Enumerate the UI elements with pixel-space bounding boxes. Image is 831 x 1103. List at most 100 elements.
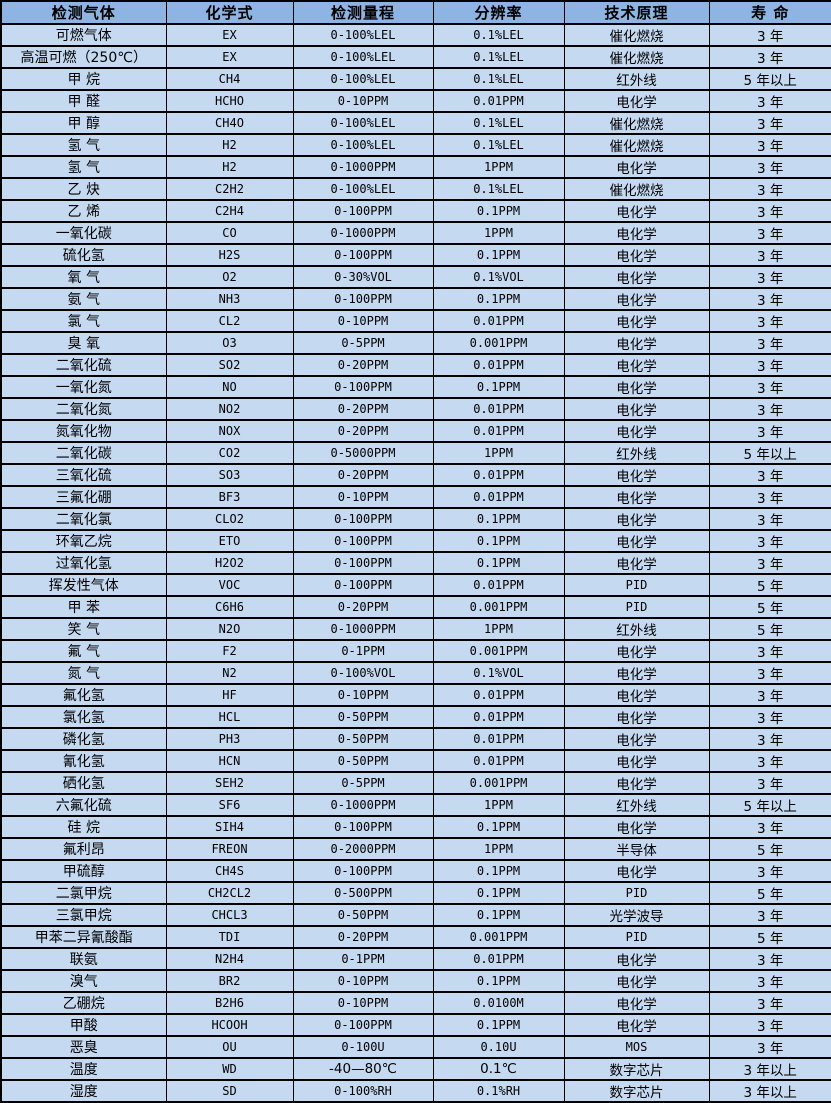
lifespan-cell: 3 年 bbox=[708, 221, 831, 245]
technology-cell: 电化学 bbox=[563, 309, 710, 333]
technology-cell: 电化学 bbox=[563, 89, 710, 113]
lifespan-cell: 5 年 bbox=[708, 837, 831, 861]
chemical-formula-cell: WD bbox=[165, 1057, 294, 1081]
resolution-cell: 0.1PPM bbox=[432, 551, 565, 575]
resolution-cell: 0.1PPM bbox=[432, 903, 565, 927]
lifespan-cell: 3 年 bbox=[708, 903, 831, 927]
detection-range-cell: 0-10PPM bbox=[292, 683, 434, 707]
lifespan-cell: 3 年 bbox=[708, 683, 831, 707]
resolution-cell: 0.1%LEL bbox=[432, 133, 565, 157]
technology-cell: PID bbox=[563, 881, 710, 905]
technology-cell: PID bbox=[563, 595, 710, 619]
lifespan-cell: 5 年以上 bbox=[708, 793, 831, 817]
table-row: 甲 醇 CH4O 0-100%LEL 0.1%LEL 催化燃烧 3 年 bbox=[0, 111, 831, 135]
detection-range-cell: 0-10PPM bbox=[292, 309, 434, 333]
detection-range-cell: 0-100PPM bbox=[292, 243, 434, 267]
gas-name-cell: 二氧化碳 bbox=[0, 441, 167, 465]
detection-range-cell: 0-100PPM bbox=[292, 507, 434, 531]
detection-range-cell: -40—80℃ bbox=[292, 1057, 434, 1081]
gas-name-cell: 甲酸 bbox=[0, 1013, 167, 1037]
gas-name-cell: 氰化氢 bbox=[0, 749, 167, 773]
chemical-formula-cell: SD bbox=[165, 1079, 294, 1103]
technology-cell: 电化学 bbox=[563, 199, 710, 223]
technology-cell: 电化学 bbox=[563, 639, 710, 663]
chemical-formula-cell: HCN bbox=[165, 749, 294, 773]
gas-name-cell: 甲硫醇 bbox=[0, 859, 167, 883]
gas-name-cell: 一氧化氮 bbox=[0, 375, 167, 399]
table-row: 二氧化氮 NO2 0-20PPM 0.01PPM 电化学 3 年 bbox=[0, 397, 831, 421]
column-header-formula: 化学式 bbox=[165, 0, 294, 25]
gas-name-cell: 三氧化硫 bbox=[0, 463, 167, 487]
gas-name-cell: 溴气 bbox=[0, 969, 167, 993]
resolution-cell: 0.0100M bbox=[432, 991, 565, 1015]
detection-range-cell: 0-100PPM bbox=[292, 199, 434, 223]
detection-range-cell: 0-20PPM bbox=[292, 419, 434, 443]
resolution-cell: 0.001PPM bbox=[432, 595, 565, 619]
technology-cell: 催化燃烧 bbox=[563, 111, 710, 135]
table-row: 甲硫醇 CH4S 0-100PPM 0.1PPM 电化学 3 年 bbox=[0, 859, 831, 883]
detection-range-cell: 0-50PPM bbox=[292, 749, 434, 773]
detection-range-cell: 0-1000PPM bbox=[292, 617, 434, 641]
chemical-formula-cell: HCL bbox=[165, 705, 294, 729]
resolution-cell: 0.01PPM bbox=[432, 419, 565, 443]
lifespan-cell: 3 年 bbox=[708, 133, 831, 157]
gas-name-cell: 硒化氢 bbox=[0, 771, 167, 795]
resolution-cell: 0.01PPM bbox=[432, 309, 565, 333]
lifespan-cell: 3 年 bbox=[708, 991, 831, 1015]
detection-range-cell: 0-10PPM bbox=[292, 485, 434, 509]
lifespan-cell: 3 年 bbox=[708, 243, 831, 267]
resolution-cell: 0.1PPM bbox=[432, 243, 565, 267]
lifespan-cell: 3 年 bbox=[708, 265, 831, 289]
technology-cell: 电化学 bbox=[563, 507, 710, 531]
chemical-formula-cell: O2 bbox=[165, 265, 294, 289]
detection-range-cell: 0-5000PPM bbox=[292, 441, 434, 465]
table-row: 氢 气 H2 0-100%LEL 0.1%LEL 催化燃烧 3 年 bbox=[0, 133, 831, 157]
chemical-formula-cell: HCOOH bbox=[165, 1013, 294, 1037]
resolution-cell: 0.1PPM bbox=[432, 815, 565, 839]
table-row: 恶臭 OU 0-100U 0.10U MOS 3 年 bbox=[0, 1035, 831, 1059]
detection-range-cell: 0-100PPM bbox=[292, 573, 434, 597]
table-row: 氟化氢 HF 0-10PPM 0.01PPM 电化学 3 年 bbox=[0, 683, 831, 707]
table-row: 三氟化硼 BF3 0-10PPM 0.01PPM 电化学 3 年 bbox=[0, 485, 831, 509]
resolution-cell: 0.1%LEL bbox=[432, 111, 565, 135]
table-row: 氟 气 F2 0-1PPM 0.001PPM 电化学 3 年 bbox=[0, 639, 831, 663]
detection-range-cell: 0-100PPM bbox=[292, 287, 434, 311]
resolution-cell: 0.1PPM bbox=[432, 287, 565, 311]
chemical-formula-cell: H2S bbox=[165, 243, 294, 267]
lifespan-cell: 3 年 bbox=[708, 419, 831, 443]
gas-name-cell: 可燃气体 bbox=[0, 23, 167, 47]
column-header-lifespan: 寿 命 bbox=[708, 0, 831, 25]
gas-name-cell: 乙 烯 bbox=[0, 199, 167, 223]
gas-name-cell: 二氧化氮 bbox=[0, 397, 167, 421]
resolution-cell: 0.01PPM bbox=[432, 397, 565, 421]
technology-cell: 电化学 bbox=[563, 1013, 710, 1037]
chemical-formula-cell: C2H4 bbox=[165, 199, 294, 223]
lifespan-cell: 3 年 bbox=[708, 727, 831, 751]
technology-cell: 红外线 bbox=[563, 793, 710, 817]
detection-range-cell: 0-20PPM bbox=[292, 925, 434, 949]
gas-name-cell: 甲 烷 bbox=[0, 67, 167, 91]
technology-cell: 电化学 bbox=[563, 661, 710, 685]
resolution-cell: 0.1%LEL bbox=[432, 67, 565, 91]
table-body: 可燃气体 EX 0-100%LEL 0.1%LEL 催化燃烧 3 年高温可燃（250℃） E… bbox=[0, 23, 831, 1103]
resolution-cell: 0.1%LEL bbox=[432, 177, 565, 201]
technology-cell: 电化学 bbox=[563, 397, 710, 421]
detection-range-cell: 0-100PPM bbox=[292, 551, 434, 575]
chemical-formula-cell: O3 bbox=[165, 331, 294, 355]
lifespan-cell: 3 年 bbox=[708, 155, 831, 179]
gas-name-cell: 氟利昂 bbox=[0, 837, 167, 861]
chemical-formula-cell: N2O bbox=[165, 617, 294, 641]
resolution-cell: 0.01PPM bbox=[432, 727, 565, 751]
detection-range-cell: 0-100PPM bbox=[292, 1013, 434, 1037]
technology-cell: 电化学 bbox=[563, 221, 710, 245]
column-header-resolution: 分辨率 bbox=[432, 0, 565, 25]
table-row: 磷化氢 PH3 0-50PPM 0.01PPM 电化学 3 年 bbox=[0, 727, 831, 751]
detection-range-cell: 0-20PPM bbox=[292, 595, 434, 619]
resolution-cell: 0.1PPM bbox=[432, 199, 565, 223]
resolution-cell: 0.1℃ bbox=[432, 1057, 565, 1081]
lifespan-cell: 3 年 bbox=[708, 23, 831, 47]
resolution-cell: 0.001PPM bbox=[432, 331, 565, 355]
technology-cell: 电化学 bbox=[563, 485, 710, 509]
lifespan-cell: 3 年 bbox=[708, 287, 831, 311]
table-row: 二氧化碳 CO2 0-5000PPM 1PPM 红外线 5 年以上 bbox=[0, 441, 831, 465]
